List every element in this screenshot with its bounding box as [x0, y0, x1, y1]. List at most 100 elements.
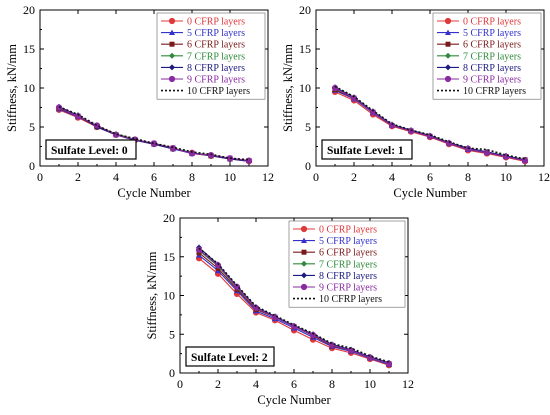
legend-label: 9 CFRP layers — [319, 283, 377, 294]
legend-label: 9 CFRP layers — [463, 75, 521, 86]
legend-entry: 8 CFRP layers — [161, 63, 245, 74]
legend-marker — [445, 52, 451, 59]
legend-label: 9 CFRP layers — [187, 75, 245, 86]
y-tick-label: 15 — [299, 42, 311, 56]
legend-label: 5 CFRP layers — [187, 28, 245, 39]
y-tick-label: 10 — [163, 289, 175, 303]
x-tick-label: 10 — [224, 170, 236, 184]
legend-marker — [169, 52, 175, 59]
x-tick-label: 10 — [364, 377, 376, 391]
y-tick-label: 5 — [169, 327, 175, 341]
series-line — [334, 85, 526, 160]
legend-marker — [444, 17, 452, 25]
annotation-text: Sulfate Level: 0 — [51, 145, 128, 157]
x-tick-label: 12 — [538, 170, 550, 184]
y-tick-label: 15 — [163, 250, 175, 264]
legend-label: 7 CFRP layers — [319, 259, 377, 270]
legend-marker — [300, 225, 308, 233]
annotation-box: Sulfate Level: 0 — [45, 139, 137, 160]
legend-label: 6 CFRP layers — [319, 248, 377, 259]
legend-marker — [301, 249, 307, 255]
legend-label: 6 CFRP layers — [463, 40, 521, 51]
legend-label: 8 CFRP layers — [463, 63, 521, 74]
annotation-text: Sulfate Level: 1 — [327, 145, 404, 157]
legend-entry: 6 CFRP layers — [437, 40, 521, 51]
legend-entry: 9 CFRP layers — [293, 283, 377, 294]
y-tick-label: 0 — [29, 159, 35, 173]
legend-label: 8 CFRP layers — [319, 271, 377, 282]
legend-marker — [445, 29, 451, 35]
x-axis-label: Cycle Number — [257, 393, 331, 407]
x-tick-label: 6 — [427, 170, 433, 184]
legend-marker — [445, 64, 451, 71]
legend-entry: 10 CFRP layers — [161, 86, 250, 97]
annotation-frame — [45, 139, 137, 160]
legend-entry: 5 CFRP layers — [437, 28, 521, 39]
legend-marker — [301, 237, 307, 243]
data-point — [331, 84, 339, 92]
legend-label: 6 CFRP layers — [187, 40, 245, 51]
y-tick-label: 20 — [23, 3, 35, 17]
series-6 — [198, 247, 390, 363]
legend-entry: 10 CFRP layers — [437, 86, 526, 97]
legend-label: 7 CFRP layers — [463, 51, 521, 62]
annotation-frame — [321, 139, 413, 160]
y-tick-label: 10 — [23, 81, 35, 95]
y-axis-label: Stiffness, kN/mm — [5, 44, 19, 132]
data-point — [483, 149, 491, 156]
legend-entry: 8 CFRP layers — [437, 63, 521, 74]
y-tick-label: 10 — [299, 81, 311, 95]
legend-marker — [445, 41, 451, 47]
legend-marker — [301, 260, 307, 267]
chart-panel-3: 0 2 4 6 8 10 12 0 5 10 15 20 Cycle Number Stiffness, … — [145, 211, 414, 407]
x-tick-label: 4 — [389, 170, 395, 184]
x-tick-label: 8 — [465, 170, 471, 184]
data-point — [195, 246, 203, 253]
legend-label: 10 CFRP layers — [319, 294, 382, 305]
legend-marker — [301, 272, 307, 279]
y-tick-label: 0 — [169, 366, 175, 380]
x-tick-label: 0 — [37, 170, 43, 184]
legend-marker — [300, 283, 308, 291]
legend-label: 10 CFRP layers — [187, 86, 250, 97]
legend-label: 0 CFRP layers — [463, 17, 521, 28]
legend-marker — [168, 17, 176, 25]
y-tick-label: 15 — [23, 42, 35, 56]
annotation-box: Sulfate Level: 1 — [321, 139, 413, 160]
y-tick-label: 5 — [305, 120, 311, 134]
series-6 — [334, 85, 526, 160]
x-tick-label: 6 — [291, 377, 297, 391]
x-tick-label: 8 — [329, 377, 335, 391]
annotation-frame — [185, 346, 275, 367]
y-tick-label: 5 — [29, 120, 35, 134]
legend-entry: 5 CFRP layers — [161, 28, 245, 39]
y-axis-label: Stiffness, kN/mm — [145, 251, 159, 339]
legend-marker — [169, 41, 175, 47]
legend-entry: 7 CFRP layers — [293, 259, 377, 270]
legend-entry: 5 CFRP layers — [293, 236, 377, 247]
y-axis-label: Stiffness, kN/mm — [281, 44, 295, 132]
x-tick-label: 0 — [313, 170, 319, 184]
annotation-box: Sulfate Level: 2 — [185, 346, 275, 367]
data-point — [169, 144, 177, 152]
data-point — [328, 342, 336, 349]
data-point — [214, 262, 222, 269]
legend-entry: 9 CFRP layers — [161, 75, 245, 86]
legend-label: 5 CFRP layers — [463, 28, 521, 39]
x-tick-label: 4 — [253, 377, 259, 391]
series-line — [198, 247, 390, 363]
x-tick-label: 10 — [500, 170, 512, 184]
legend-entry: 7 CFRP layers — [161, 51, 245, 62]
legend-entry: 0 CFRP layers — [161, 17, 245, 28]
legend-marker — [169, 64, 175, 71]
legend-entry: 9 CFRP layers — [437, 75, 521, 86]
x-tick-label: 2 — [75, 170, 81, 184]
x-tick-label: 2 — [351, 170, 357, 184]
legend-label: 10 CFRP layers — [463, 86, 526, 97]
x-tick-label: 2 — [215, 377, 221, 391]
x-axis-label: Cycle Number — [117, 186, 191, 200]
legend-label: 0 CFRP layers — [319, 225, 377, 236]
